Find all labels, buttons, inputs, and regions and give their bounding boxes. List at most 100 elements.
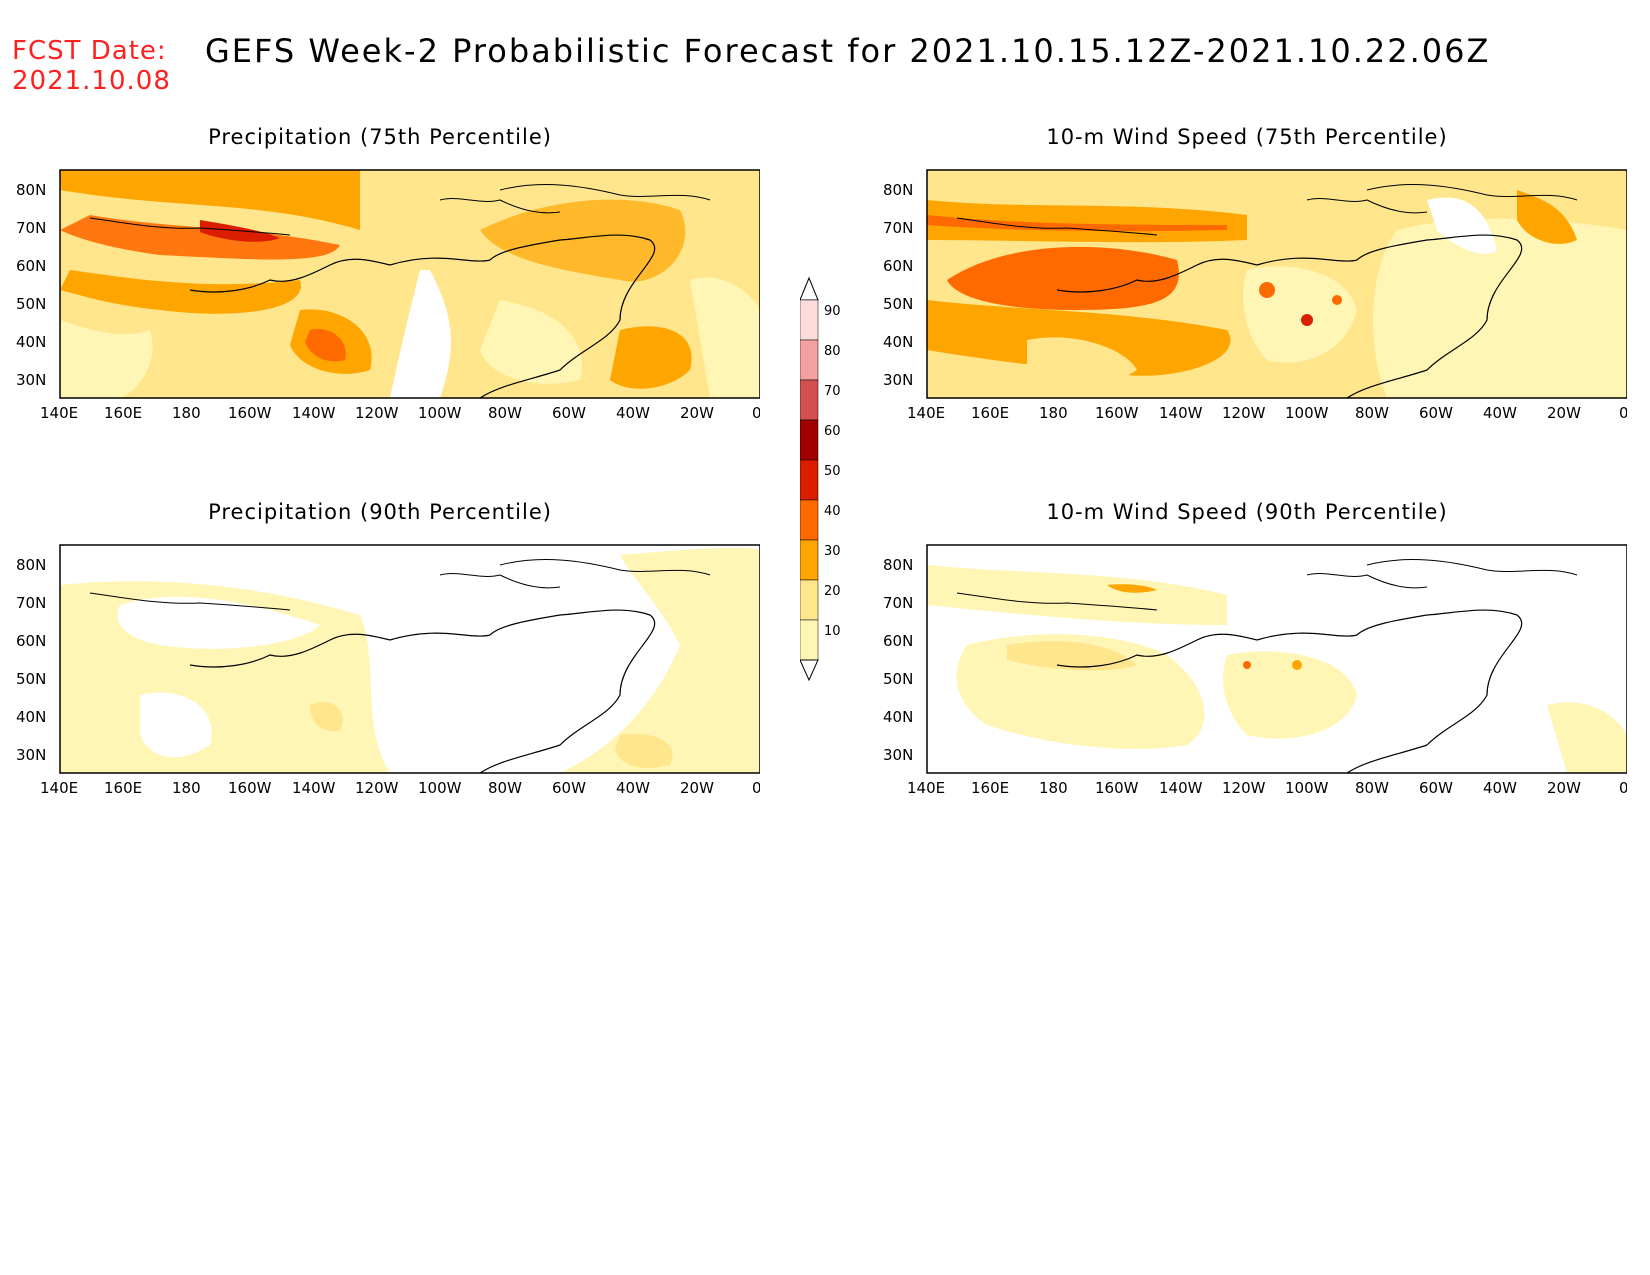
svg-text:0: 0 bbox=[752, 404, 760, 422]
svg-text:30N: 30N bbox=[16, 371, 46, 389]
svg-text:140W: 140W bbox=[292, 779, 336, 797]
colorbar-30 bbox=[799, 539, 819, 581]
panel-title: 10-m Wind Speed (90th Percentile) bbox=[1046, 500, 1448, 524]
svg-text:0: 0 bbox=[752, 779, 760, 797]
colorbar-label-20: 20 bbox=[824, 584, 841, 599]
svg-text:60N: 60N bbox=[16, 632, 46, 650]
svg-text:20W: 20W bbox=[1547, 404, 1581, 422]
svg-text:60N: 60N bbox=[883, 632, 913, 650]
svg-text:140E: 140E bbox=[907, 779, 945, 797]
forecast-date-label: FCST Date: bbox=[12, 36, 167, 66]
svg-text:140E: 140E bbox=[40, 779, 78, 797]
svg-text:140E: 140E bbox=[40, 404, 78, 422]
svg-text:40W: 40W bbox=[1483, 779, 1517, 797]
svg-text:160W: 160W bbox=[1095, 779, 1139, 797]
lon-labels: 140E 160E 180 160W 140W 120W 100W 80W 60… bbox=[40, 404, 760, 422]
lon-labels: 140E 160E 180 160W 140W 120W 100W 80W 60… bbox=[907, 404, 1627, 422]
svg-text:80N: 80N bbox=[16, 181, 46, 199]
svg-text:40N: 40N bbox=[883, 333, 913, 351]
svg-text:60W: 60W bbox=[552, 404, 586, 422]
svg-text:160W: 160W bbox=[228, 404, 272, 422]
svg-text:60N: 60N bbox=[883, 257, 913, 275]
svg-text:80N: 80N bbox=[883, 556, 913, 574]
svg-text:70N: 70N bbox=[16, 219, 46, 237]
svg-text:20W: 20W bbox=[1547, 779, 1581, 797]
svg-text:40W: 40W bbox=[616, 404, 650, 422]
panel-wind-75: 10-m Wind Speed (75th Percentile) 80N 70… bbox=[867, 125, 1627, 455]
lon-labels: 140E 160E 180 160W 140W 120W 100W 80W 60… bbox=[907, 779, 1627, 797]
svg-text:30N: 30N bbox=[883, 371, 913, 389]
colorbar-70 bbox=[799, 379, 819, 421]
colorbar: 90 80 70 60 50 40 30 20 10 bbox=[799, 270, 860, 690]
svg-text:20W: 20W bbox=[680, 779, 714, 797]
svg-text:80W: 80W bbox=[488, 779, 522, 797]
svg-text:60W: 60W bbox=[552, 779, 586, 797]
svg-text:140E: 140E bbox=[907, 404, 945, 422]
panel-title: 10-m Wind Speed (75th Percentile) bbox=[1046, 125, 1448, 149]
colorbar-10 bbox=[799, 619, 819, 661]
lat-labels: 80N 70N 60N 50N 40N 30N bbox=[16, 181, 46, 389]
svg-text:120W: 120W bbox=[1222, 404, 1266, 422]
svg-text:160E: 160E bbox=[104, 779, 142, 797]
svg-text:80W: 80W bbox=[1355, 779, 1389, 797]
page-title: GEFS Week-2 Probabilistic Forecast for 2… bbox=[205, 32, 1491, 70]
colorbar-20 bbox=[799, 579, 819, 621]
svg-text:120W: 120W bbox=[1222, 779, 1266, 797]
map-wind-90: 80N 70N 60N 50N 40N 30N 140E 160E 180 16… bbox=[883, 544, 1627, 797]
lat-labels: 80N 70N 60N 50N 40N 30N bbox=[883, 556, 913, 764]
colorbar-label-70: 70 bbox=[824, 384, 841, 399]
svg-text:60N: 60N bbox=[16, 257, 46, 275]
svg-text:60W: 60W bbox=[1419, 404, 1453, 422]
colorbar-label-30: 30 bbox=[824, 544, 841, 559]
colorbar-label-80: 80 bbox=[824, 344, 841, 359]
colorbar-label-90: 90 bbox=[824, 304, 841, 319]
svg-text:140W: 140W bbox=[292, 404, 336, 422]
svg-text:180: 180 bbox=[172, 779, 201, 797]
svg-text:100W: 100W bbox=[418, 779, 462, 797]
svg-text:40N: 40N bbox=[16, 708, 46, 726]
svg-text:160W: 160W bbox=[228, 779, 272, 797]
lat-labels: 80N 70N 60N 50N 40N 30N bbox=[16, 556, 46, 764]
svg-text:50N: 50N bbox=[16, 670, 46, 688]
colorbar-50 bbox=[799, 459, 819, 501]
colorbar-label-40: 40 bbox=[824, 504, 841, 519]
colorbar-label-60: 60 bbox=[824, 424, 841, 439]
svg-text:70N: 70N bbox=[883, 219, 913, 237]
svg-text:40N: 40N bbox=[883, 708, 913, 726]
svg-text:30N: 30N bbox=[16, 746, 46, 764]
svg-text:160E: 160E bbox=[104, 404, 142, 422]
colorbar-svg: 90 80 70 60 50 40 30 20 10 bbox=[799, 276, 841, 682]
panel-precip-75: Precipitation (75th Percentile) 80N 70N … bbox=[0, 125, 760, 455]
svg-text:140W: 140W bbox=[1159, 404, 1203, 422]
svg-text:40N: 40N bbox=[16, 333, 46, 351]
map-precip-90: 80N 70N 60N 50N 40N 30N 140E 160E 180 16… bbox=[16, 544, 760, 797]
svg-text:40W: 40W bbox=[1483, 404, 1517, 422]
svg-text:160W: 160W bbox=[1095, 404, 1139, 422]
svg-text:20W: 20W bbox=[680, 404, 714, 422]
svg-text:160E: 160E bbox=[971, 779, 1009, 797]
colorbar-60 bbox=[799, 419, 819, 461]
panel-title: Precipitation (75th Percentile) bbox=[208, 125, 552, 149]
svg-text:50N: 50N bbox=[883, 295, 913, 313]
colorbar-label-10: 10 bbox=[824, 624, 841, 639]
colorbar-label-50: 50 bbox=[824, 464, 841, 479]
panel-title: Precipitation (90th Percentile) bbox=[208, 500, 552, 524]
svg-text:80W: 80W bbox=[488, 404, 522, 422]
svg-text:70N: 70N bbox=[16, 594, 46, 612]
colorbar-40 bbox=[799, 499, 819, 541]
svg-text:50N: 50N bbox=[883, 670, 913, 688]
svg-text:80W: 80W bbox=[1355, 404, 1389, 422]
svg-text:120W: 120W bbox=[355, 779, 399, 797]
forecast-date-block: FCST Date: 2021.10.08 bbox=[12, 36, 171, 96]
svg-text:0: 0 bbox=[1619, 404, 1627, 422]
map-wind-75: 80N 70N 60N 50N 40N 30N 140E 160E 180 16… bbox=[883, 169, 1627, 422]
map-precip-75: 80N 70N 60N 50N 40N 30N 140E 160E 180 16… bbox=[16, 169, 760, 422]
svg-text:180: 180 bbox=[172, 404, 201, 422]
svg-text:160E: 160E bbox=[971, 404, 1009, 422]
svg-text:30N: 30N bbox=[883, 746, 913, 764]
svg-text:180: 180 bbox=[1039, 779, 1068, 797]
svg-text:100W: 100W bbox=[1285, 779, 1329, 797]
forecast-date-value: 2021.10.08 bbox=[12, 66, 171, 96]
svg-text:80N: 80N bbox=[883, 181, 913, 199]
svg-text:50N: 50N bbox=[16, 295, 46, 313]
